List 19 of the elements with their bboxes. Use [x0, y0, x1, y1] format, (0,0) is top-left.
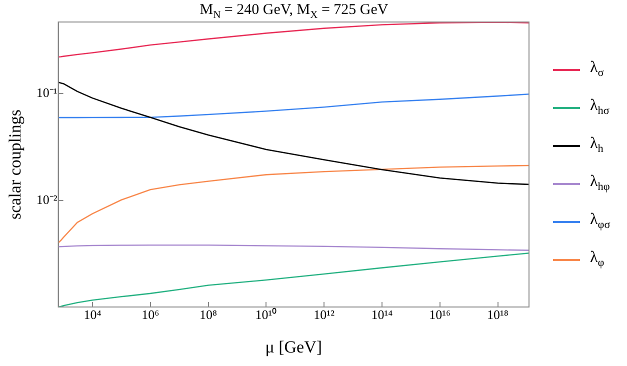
- x-tick-label: 10¹⁶: [429, 307, 451, 322]
- chart-title: M$_{N}$ = 240 GeV, M$_{X}$ = 725 GeV: [198, 2, 390, 21]
- x-tick-label: 10¹⁴: [371, 307, 394, 322]
- y-tick-label: 10⁻¹: [36, 85, 58, 100]
- legend-label: λ$_{φσ}$: [590, 211, 610, 232]
- x-tick-label: 10⁴: [84, 307, 102, 322]
- y-axis-title: scalar couplings: [6, 110, 25, 220]
- x-tick-label: 10⁸: [199, 307, 218, 322]
- x-tick-label: 10¹⁸: [487, 307, 509, 322]
- x-tick-label: 10¹⁰: [255, 307, 278, 322]
- x-axis-title: μ [GeV]: [265, 337, 322, 356]
- legend-label: λ$_{hσ}$: [590, 97, 610, 118]
- legend-label: λ$_{h}$: [590, 135, 604, 156]
- y-tick-label: 10⁻²: [36, 192, 58, 207]
- legend-label: λ$_{σ}$: [590, 59, 604, 80]
- legend-label: λ$_{φ}$: [590, 249, 604, 270]
- legend-label: λ$_{hφ}$: [590, 173, 610, 194]
- x-tick-label: 10⁶: [142, 307, 160, 322]
- x-tick-label: 10¹²: [314, 307, 335, 322]
